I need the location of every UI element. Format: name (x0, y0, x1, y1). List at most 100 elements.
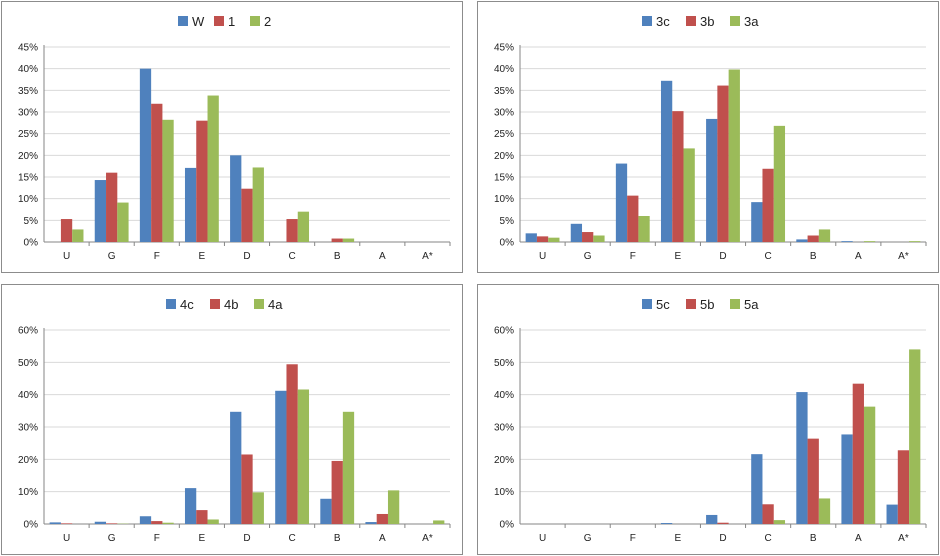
bar-4c-B (320, 498, 332, 524)
x-tick-label: C (288, 251, 295, 262)
y-tick-label: 25% (18, 129, 38, 140)
bar-3a-E (683, 148, 695, 242)
bar-1-B (331, 238, 343, 242)
x-tick-label: E (675, 533, 682, 544)
bar-3a-F (638, 216, 650, 242)
bar-5b-C (762, 504, 774, 524)
y-tick-label: 0% (24, 238, 39, 249)
y-tick-label: 40% (18, 390, 38, 401)
bar-3b-G (582, 232, 594, 242)
bar-4c-D (230, 411, 242, 524)
bar-W-F (139, 68, 152, 243)
bar-2-U (72, 229, 84, 242)
y-tick-label: 45% (494, 43, 514, 54)
bar-2-G (117, 202, 129, 242)
x-tick-label: G (108, 251, 116, 262)
bar-4a-A (387, 490, 400, 524)
y-tick-label: 45% (18, 43, 38, 54)
bar-4c-A (365, 522, 377, 524)
x-tick-label: E (199, 533, 206, 544)
x-tick-label: B (810, 251, 817, 262)
x-tick-label: U (539, 533, 546, 544)
bar-3a-A* (909, 241, 921, 242)
bar-3a-C (773, 125, 786, 242)
chart-panel-5: 0% 10% 20% 30% 40% 50% 60% U G F E D C B A A* 5c 5b 5a (477, 284, 939, 555)
x-tick-label: A (379, 533, 386, 544)
y-tick-label: 30% (18, 108, 38, 119)
bar-3b-D (717, 85, 729, 242)
x-tick-label: G (584, 533, 592, 544)
y-tick-label: 20% (18, 455, 38, 466)
x-tick-label: U (63, 251, 70, 262)
y-tick-label: 30% (494, 108, 514, 119)
y-tick-label: 35% (494, 86, 514, 97)
legend-swatch-1 (214, 16, 224, 26)
bar-3c-G (570, 223, 583, 242)
bar-2-C (297, 211, 310, 242)
legend-swatch-3b (686, 16, 696, 26)
legend-label: 4b (224, 297, 238, 312)
bar-4a-C (297, 389, 310, 524)
bar-3a-G (593, 235, 605, 242)
bar-4b-E (196, 510, 208, 524)
legend-swatch-4b (210, 299, 220, 309)
y-tick-label: 30% (18, 423, 38, 434)
y-tick-label: 40% (494, 390, 514, 401)
bar-5c-A (841, 434, 853, 524)
legend-swatch-3c (642, 16, 652, 26)
legend-label: 5c (656, 297, 670, 312)
legend-label: 3b (700, 14, 714, 29)
bar-5a-A (863, 406, 876, 524)
y-tick-label: 0% (24, 520, 39, 531)
bar-W-D (230, 155, 242, 242)
y-tick-label: 15% (18, 173, 38, 184)
x-tick-label: D (719, 533, 726, 544)
bar-5b-B (807, 438, 819, 524)
bar-1-G (106, 172, 118, 242)
x-tick-label: B (334, 251, 341, 262)
x-tick-label: E (199, 251, 206, 262)
bar-4b-F (151, 521, 163, 524)
y-tick-label: 40% (494, 64, 514, 75)
x-tick-label: B (810, 533, 817, 544)
x-tick-label: F (154, 251, 160, 262)
bar-5b-D (717, 522, 729, 524)
bar-3c-B (796, 239, 808, 242)
legend-label: 1 (228, 14, 235, 29)
bar-3b-U (536, 236, 549, 242)
y-tick-label: 50% (494, 358, 514, 369)
bar-2-B (342, 238, 355, 242)
x-tick-label: C (764, 251, 771, 262)
bar-4c-E (184, 488, 197, 524)
x-tick-label: F (630, 533, 636, 544)
x-tick-label: U (63, 533, 70, 544)
legend-swatch-3a (730, 16, 740, 26)
bar-5c-C (751, 454, 763, 524)
legend-swatch-4a (254, 299, 264, 309)
bar-5b-A* (897, 450, 910, 524)
bar-2-F (162, 119, 174, 242)
legend-label: W (192, 14, 205, 29)
bar-3b-C (762, 168, 774, 242)
y-tick-label: 20% (18, 151, 38, 162)
bar-1-E (196, 120, 208, 242)
bar-4a-F (162, 522, 174, 524)
x-tick-label: D (719, 251, 726, 262)
bar-5a-C (773, 520, 786, 524)
bar-4c-C (275, 390, 287, 524)
x-tick-label: A (379, 251, 386, 262)
bar-4a-B (342, 411, 355, 524)
y-tick-label: 10% (494, 487, 514, 498)
bar-W-E (184, 167, 197, 242)
legend-label: 5b (700, 297, 714, 312)
bar-4a-A* (433, 520, 445, 524)
y-tick-label: 5% (24, 216, 39, 227)
x-tick-label: F (154, 533, 160, 544)
legend-label: 3c (656, 14, 670, 29)
legend-label: 4a (268, 297, 283, 312)
x-tick-label: C (288, 533, 295, 544)
bar-3b-B (807, 235, 819, 242)
legend-label: 2 (264, 14, 271, 29)
bar-1-C (286, 219, 298, 242)
chart-panel-w-1-2: 0% 5% 10% 15% 20% 25% 30% 35% 40% 45% U G F E D C B A A* W 1… (1, 1, 463, 273)
